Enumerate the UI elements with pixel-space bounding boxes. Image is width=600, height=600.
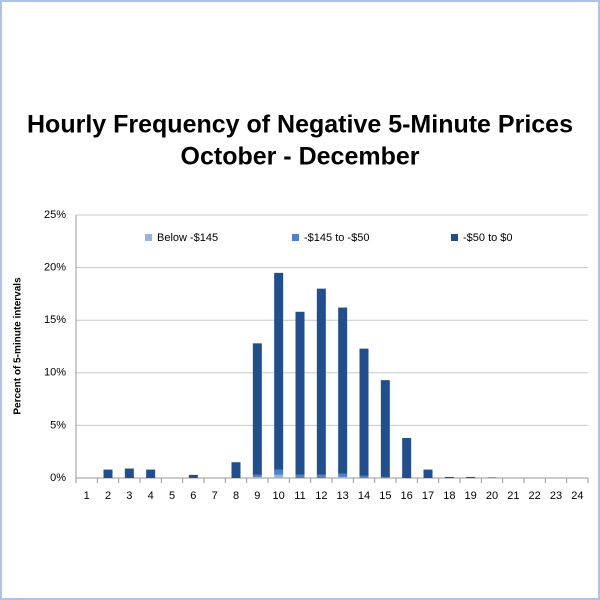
- x-tick-label: 17: [422, 490, 434, 502]
- bar-segment: [316, 288, 326, 475]
- bar-segment: [274, 469, 284, 475]
- x-tick-label: 6: [190, 490, 196, 502]
- legend-label: Below -$145: [157, 232, 218, 244]
- y-tick-label: 20%: [44, 262, 66, 274]
- bar-segment: [338, 476, 348, 478]
- bar-segment: [466, 476, 476, 478]
- bar-segment: [338, 307, 348, 474]
- bar-segment: [316, 474, 326, 478]
- y-tick-label: 0%: [50, 472, 66, 484]
- y-tick-label: 25%: [44, 209, 66, 221]
- y-tick-label: 5%: [50, 419, 66, 431]
- bar-segment: [338, 473, 348, 477]
- bar-segment: [380, 476, 390, 478]
- x-tick-label: 5: [169, 490, 175, 502]
- bar-segment: [359, 475, 369, 478]
- bar-segment: [252, 343, 262, 475]
- x-tick-label: 12: [315, 490, 327, 502]
- x-tick-label: 8: [233, 490, 239, 502]
- bar-segment: [103, 469, 113, 478]
- legend-label: -$50 to $0: [463, 232, 513, 244]
- x-tick-label: 19: [465, 490, 477, 502]
- bar-segment: [402, 438, 412, 478]
- bar-segment: [188, 474, 198, 478]
- x-tick-label: 2: [105, 490, 111, 502]
- bar-segment: [274, 474, 284, 478]
- bar-segment: [252, 474, 262, 477]
- bar-segment: [380, 380, 390, 477]
- legend-label: -$145 to -$50: [304, 232, 369, 244]
- legend-swatch: [451, 234, 458, 241]
- bar-segment: [444, 476, 454, 478]
- bar-segment: [146, 469, 156, 478]
- bar-segment: [252, 476, 262, 478]
- y-tick-label: 15%: [44, 314, 66, 326]
- bar-segment: [295, 474, 305, 478]
- y-axis-label: Percent of 5-minute intervals: [13, 277, 24, 415]
- bar-segment: [487, 477, 497, 478]
- x-tick-label: 3: [126, 490, 132, 502]
- x-tick-label: 9: [254, 490, 260, 502]
- x-tick-label: 16: [401, 490, 413, 502]
- chart-subtitle: October - December: [181, 143, 420, 171]
- x-tick-label: 18: [443, 490, 455, 502]
- y-tick-label: 10%: [44, 367, 66, 379]
- x-tick-label: 21: [507, 490, 519, 502]
- x-tick-label: 11: [294, 490, 305, 502]
- bar-segment: [124, 468, 134, 478]
- bar-segment: [359, 348, 369, 476]
- bar-segment: [423, 469, 433, 478]
- x-tick-label: 10: [273, 490, 285, 502]
- chart-title: Hourly Frequency of Negative 5-Minute Pr…: [27, 111, 573, 139]
- legend-swatch: [145, 234, 152, 241]
- x-tick-label: 15: [379, 490, 391, 502]
- x-tick-label: 20: [486, 490, 498, 502]
- x-tick-label: 1: [84, 490, 90, 502]
- x-tick-label: 24: [571, 490, 583, 502]
- x-tick-label: 7: [212, 490, 218, 502]
- x-tick-label: 14: [358, 490, 370, 502]
- bar-segment: [295, 311, 305, 475]
- bar-segment: [231, 462, 241, 478]
- bar-segment: [274, 272, 284, 470]
- x-tick-label: 4: [148, 490, 154, 502]
- legend-swatch: [292, 234, 299, 241]
- x-tick-label: 13: [337, 490, 349, 502]
- x-tick-label: 22: [529, 490, 541, 502]
- x-tick-label: 23: [550, 490, 562, 502]
